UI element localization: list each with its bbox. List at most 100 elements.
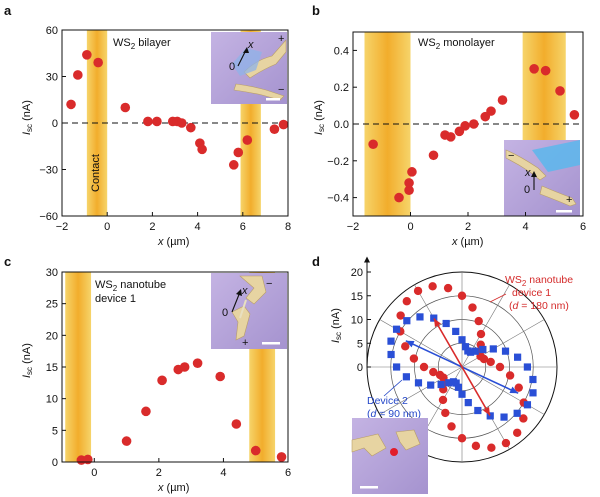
panel-d-series2-point-4 (479, 345, 487, 354)
panel-d-series2-point-26 (454, 383, 463, 391)
panel-c-ytick-label-6: 30 (46, 267, 58, 279)
panel-d-series1-point-14 (396, 311, 405, 320)
panel-c-band-0 (65, 272, 92, 462)
panel-d-series2-point-1 (514, 353, 522, 361)
panel-b-inset-minus: − (508, 150, 514, 162)
panel-a-inset-scalebar (266, 98, 280, 101)
panel-a-xtick-label-1: 0 (104, 221, 110, 233)
panel-d-series2-point-3 (489, 345, 497, 353)
panel-d-series1-point-17 (409, 354, 419, 363)
panel-d-series1-arrow-shaft (433, 318, 491, 416)
panel-d-series1-point-7 (474, 316, 483, 326)
panel-a-xtick-label-2: 2 (149, 221, 155, 233)
panel-c-inset-scalebar (262, 342, 280, 345)
panel-d-inset-scalebar (360, 486, 378, 489)
panel-d-inset (351, 418, 428, 494)
panel-a-point-5 (143, 116, 153, 127)
panel-d-series2-point-11 (442, 319, 450, 328)
panel-d-series2-point-17 (387, 350, 395, 359)
panel-c-ticks: 0 2 4 6 0 5 10 15 20 25 30 (46, 267, 291, 479)
panel-a-xtick-label-5: 8 (285, 221, 291, 233)
panel-d-series2-point-14 (403, 317, 411, 325)
panel-b-xtick-label-1: 0 (407, 221, 413, 233)
panel-a-point-13 (228, 160, 239, 170)
panel-d-series1-point-13 (402, 297, 412, 306)
panel-a-point-6 (152, 116, 162, 127)
panel-c-point-10 (250, 445, 261, 456)
panel-b-point-0 (368, 139, 378, 150)
panel-c-point-2 (121, 436, 132, 446)
panel-b-ytick-label-1: −0.2 (327, 156, 349, 168)
panel-d-series1-point-35 (505, 371, 515, 380)
panel-d-letter: d (312, 254, 320, 269)
panel-a-point-2 (82, 50, 92, 60)
panel-b-point-13 (497, 95, 508, 105)
panel-a-inset-flake (232, 48, 262, 76)
panel-d-series2-point-31 (500, 413, 508, 421)
panel-c-inset-electrode-top (239, 275, 267, 305)
panel-b-point-12 (486, 106, 496, 116)
panel-b-point-3 (404, 178, 414, 188)
panel-d-series2-point-27 (458, 390, 466, 398)
panel-c-inset-x: x (241, 285, 248, 297)
panel-a-xtick-label-4: 6 (240, 221, 246, 233)
panel-c-ytick-label-1: 5 (52, 425, 58, 437)
panel-d-series2-leader (383, 379, 403, 397)
panel-d-series2-point-19 (402, 373, 410, 381)
panel-b-inset-zero: 0 (524, 184, 530, 196)
panel-a-point-1 (73, 70, 83, 80)
panel-b-point-7 (445, 132, 456, 142)
panel-a-point-12 (197, 144, 207, 155)
panel-a-points (66, 50, 289, 170)
panel-b-xtick-label-0: −2 (347, 221, 360, 233)
panel-d-series1-leader (489, 293, 507, 303)
panel-c-inset-x-arrow (231, 291, 241, 313)
panel-a-annotation: WS2 bilayer (113, 37, 171, 51)
panel-d-inset-image (352, 418, 428, 494)
panel-a-point-17 (278, 119, 289, 130)
panel-b-letter: b (312, 3, 320, 18)
panel-b-ytick-label-4: 0.4 (334, 45, 349, 57)
panel-d-series2-point-10 (452, 327, 460, 335)
panel-b-inset-x: x (524, 167, 531, 179)
panel-c-points (76, 358, 287, 465)
panel-d-series2-point-7 (464, 347, 472, 355)
panel-b-xtick-label-3: 4 (522, 221, 528, 233)
panel-a-ytick-label-0: −60 (39, 211, 58, 223)
panel-c-point-3 (141, 406, 151, 417)
panel-c-xtick-label-2: 4 (220, 467, 226, 479)
panel-c-inset-arrowhead (236, 289, 242, 296)
panel-a-xlabel: x (µm) (157, 236, 189, 248)
panel-d-series1-point-18 (419, 362, 429, 372)
panel-b-point-2 (404, 185, 414, 196)
panel-b-point-10 (468, 119, 479, 129)
panel-c-inset-minus: − (266, 278, 272, 290)
panel-c-ytick-label-4: 20 (46, 330, 58, 342)
panel-c-inset-nanotube (239, 299, 247, 319)
panel-b-point-9 (460, 121, 470, 131)
panel-a-band-label: Contact (90, 154, 102, 192)
panel-b-inset-scalebar (556, 210, 572, 213)
panel-a-ytick-label-2: 0 (52, 118, 58, 130)
panel-c-xlabel: x (µm) (157, 482, 189, 494)
panel-d-series1-point-8 (468, 303, 477, 312)
panel-b-xtick-label-2: 2 (465, 221, 471, 233)
panel-d-series1-point-30 (501, 438, 511, 448)
panel-a-inset: x 0 + − (211, 32, 287, 104)
panel-d-ylabel: Isc (nA) (330, 308, 343, 343)
panel-c-point-8 (215, 371, 225, 382)
panel-c-ytick-label-2: 10 (46, 394, 58, 406)
panel-b-point-14 (529, 64, 539, 74)
panel-d-series1-point-31 (512, 428, 522, 437)
panel-d-series2-point-25 (452, 379, 460, 387)
panel-b-points (368, 64, 580, 203)
panel-b-point-17 (569, 110, 580, 120)
panel-d-series2-point-22 (437, 380, 445, 389)
panel-a-letter: a (4, 3, 12, 18)
panel-d-spoke-1 (461, 319, 545, 368)
panel-c-ytick-label-3: 15 (46, 362, 58, 374)
panel-d-series2-point-33 (523, 401, 532, 409)
panel-d-series1-point-9 (457, 291, 467, 300)
panel-a-point-9 (176, 118, 187, 128)
panel-a-ylabel: Isc (nA) (21, 100, 34, 135)
